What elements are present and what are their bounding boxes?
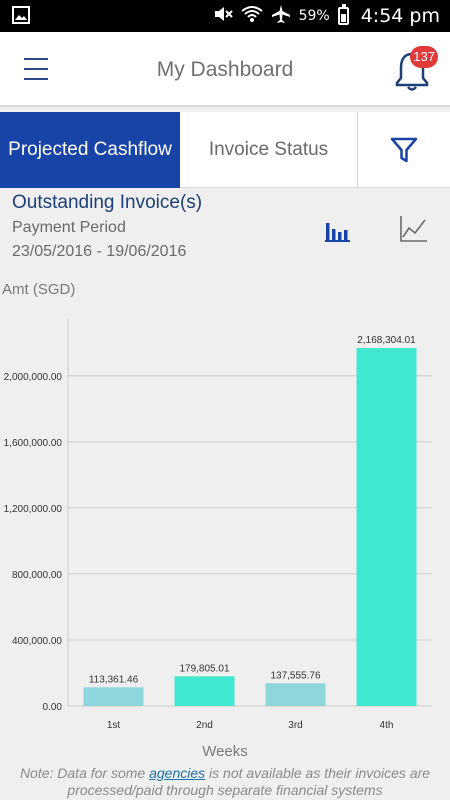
cashflow-bar-chart: 0.00 400,000.00 800,000.00 1,200,000.00 1,60… — [4, 318, 432, 760]
y-tick-label: 400,000.00 — [12, 636, 62, 647]
x-tick-label: 1st — [107, 720, 121, 731]
y-tick-label: 1,200,000.00 — [4, 504, 63, 515]
wifi-icon — [240, 5, 263, 27]
y-tick-label: 1,600,000.00 — [4, 438, 63, 449]
bar-4th[interactable] — [356, 347, 417, 706]
status-bar: 59% 4:54 pm — [0, 0, 450, 32]
menu-button[interactable] — [24, 56, 54, 82]
y-axis-label: Amt (SGD) — [2, 281, 76, 298]
page-title: My Dashboard — [156, 58, 294, 81]
x-tick-label: 2nd — [196, 720, 213, 731]
line-chart-toggle[interactable] — [396, 212, 430, 246]
clock-time: 4:54 pm — [360, 5, 440, 27]
bar-chart-icon — [325, 223, 350, 242]
airplane-icon — [271, 4, 291, 28]
line-chart-icon — [400, 216, 427, 242]
payment-period-dates: 23/05/2016 - 19/06/2016 — [12, 243, 187, 260]
y-tick-label: 800,000.00 — [12, 570, 62, 581]
battery-percent: 59% — [298, 8, 330, 24]
bar-chart-toggle[interactable] — [320, 212, 354, 246]
bar-value-label: 179,805.01 — [179, 663, 229, 674]
outstanding-title: Outstanding Invoice(s) — [12, 192, 203, 213]
x-tick-label: 4th — [380, 720, 394, 731]
tab-invoice-status[interactable]: Invoice Status — [180, 112, 358, 188]
note-text-before: Note: Data for some — [19, 765, 150, 781]
filter-button[interactable] — [358, 112, 450, 187]
data-note: Note: Data for some agencies is not avai… — [0, 765, 450, 799]
y-tick-label: 0.00 — [43, 702, 63, 713]
note-text-after: is not available as their invoices are p… — [67, 765, 431, 798]
bar-value-label: 113,361.46 — [89, 674, 139, 685]
filter-icon — [390, 137, 418, 162]
tab-bar: Projected Cashflow Invoice Status — [0, 112, 450, 188]
app-bar: My Dashboard 137 — [0, 32, 450, 107]
mute-icon — [213, 5, 233, 27]
bar-value-label: 2,168,304.01 — [357, 335, 416, 346]
payment-period-label: Payment Period — [12, 219, 126, 236]
tab-projected-cashflow[interactable]: Projected Cashflow — [0, 112, 180, 188]
bar-2nd[interactable] — [174, 676, 235, 706]
bar-1st[interactable] — [83, 687, 144, 706]
x-tick-label: 3rd — [288, 720, 302, 731]
notification-badge: 137 — [410, 46, 438, 68]
x-axis-label: Weeks — [202, 743, 248, 760]
bar-3rd[interactable] — [265, 683, 326, 706]
notifications-button[interactable]: 137 — [392, 46, 438, 94]
image-icon — [12, 6, 30, 29]
agencies-link[interactable]: agencies — [149, 765, 206, 781]
battery-icon — [337, 4, 349, 25]
y-tick-label: 2,000,000.00 — [4, 372, 63, 383]
bar-value-label: 137,555.76 — [270, 670, 320, 681]
